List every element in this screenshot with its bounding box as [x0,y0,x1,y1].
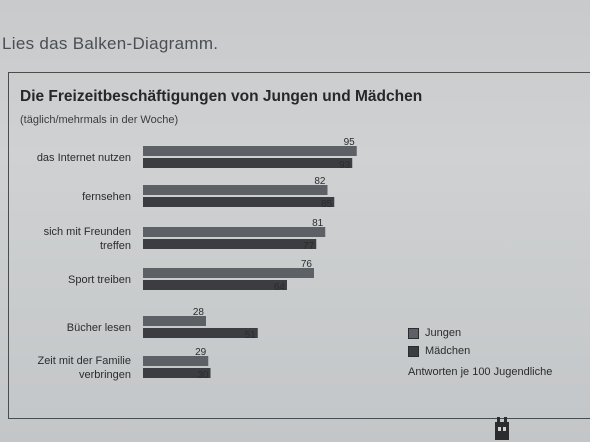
value-label: 29 [195,347,207,358]
bar-maedchen [143,197,335,207]
bar-maedchen [143,328,258,338]
legend: Jungen Mädchen [408,324,470,360]
chart-title: Die Freizeitbeschäftigungen von Jungen u… [20,88,423,105]
value-label: 51 [245,330,257,341]
category-label: treffen [100,240,131,252]
value-label: 93 [339,160,351,171]
value-label: 82 [314,176,326,187]
value-label: 85 [321,199,333,210]
value-label: 95 [344,137,356,148]
bar-maedchen [143,158,353,168]
bar-maedchen [143,280,287,290]
bar-maedchen [143,368,211,378]
bar-jungen [143,356,209,366]
bar-jungen [143,268,314,278]
publisher-logo-icon [495,417,509,440]
category-label: Sport treiben [68,274,131,286]
bar-jungen [143,146,357,156]
category-label: Zeit mit der Familie [37,355,131,367]
legend-item-maedchen: Mädchen [408,342,470,360]
value-label: 28 [193,307,205,318]
bar-jungen [143,316,206,326]
category-label: sich mit Freunden [44,226,131,238]
legend-swatch-jungen [408,327,419,339]
value-label: 64 [274,282,286,293]
legend-label-jungen: Jungen [425,327,462,339]
category-label: fernsehen [82,191,131,203]
category-label: das Internet nutzen [37,152,131,164]
value-label: 81 [312,218,324,229]
value-label: 76 [301,259,313,270]
category-label: Bücher lesen [67,322,131,334]
instruction-text: Lies das Balken-Diagramm. [2,34,219,53]
category-label: verbringen [79,369,131,381]
bar-jungen [143,227,326,237]
legend-label-maedchen: Mädchen [425,345,471,357]
bar-jungen [143,185,328,195]
chart-frame [8,72,590,419]
chart-note: Antworten je 100 Jugendliche [408,366,553,378]
legend-swatch-maedchen [408,345,419,357]
bar-maedchen [143,239,317,249]
value-label: 30 [197,370,209,381]
value-label: 77 [303,241,315,252]
legend-item-jungen: Jungen [408,324,470,342]
chart-subtitle: (täglich/mehrmals in der Woche) [20,114,179,126]
